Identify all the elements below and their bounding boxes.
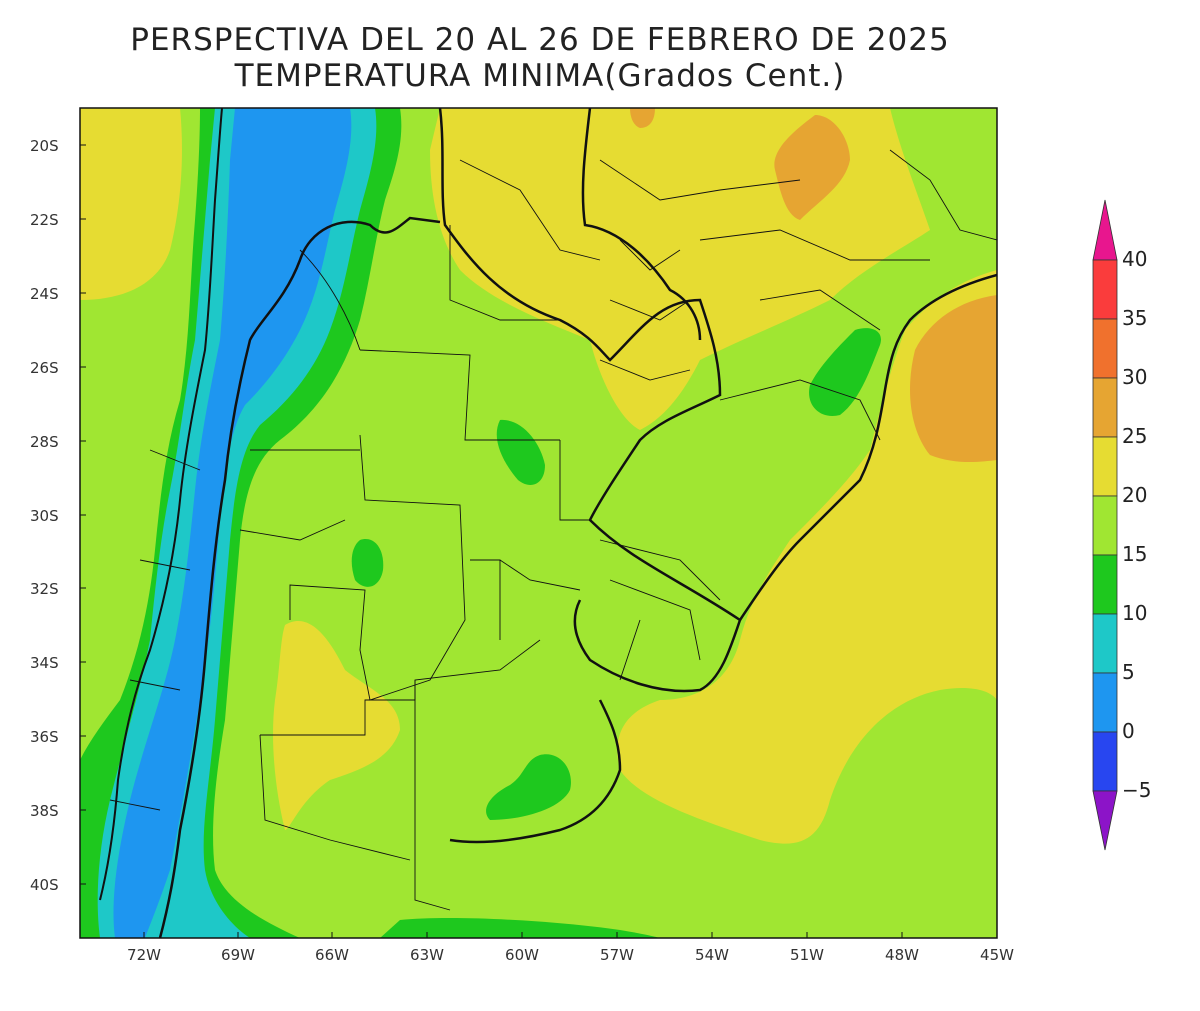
map-title: PERSPECTIVA DEL 20 AL 26 DE FEBRERO DE 2… <box>130 22 950 58</box>
colorbar-label: 10 <box>1122 601 1148 625</box>
lon-label: 57W <box>600 946 634 964</box>
colorbar-label: 5 <box>1122 660 1135 684</box>
lon-label: 51W <box>790 946 824 964</box>
field-10-15-south <box>380 918 660 938</box>
lat-label: 30S <box>30 507 59 525</box>
colorbar-label: 40 <box>1122 247 1148 271</box>
field-20-25-cuyo <box>273 621 400 830</box>
temperature-field <box>80 108 997 938</box>
colorbar-label: 0 <box>1122 719 1135 743</box>
lon-label: 45W <box>980 946 1014 964</box>
lat-label: 20S <box>30 137 59 155</box>
lon-label: 48W <box>885 946 919 964</box>
lat-label: 26S <box>30 359 59 377</box>
field-20-25-east <box>617 270 997 844</box>
lon-label: 72W <box>127 946 161 964</box>
lat-label: 22S <box>30 211 59 229</box>
colorbar-label: 15 <box>1122 542 1148 566</box>
colorbar-label: −5 <box>1122 778 1152 802</box>
axis-ticks <box>80 144 903 938</box>
map-subtitle: TEMPERATURA MINIMA(Grados Cent.) <box>234 58 846 94</box>
colorbar-label: 35 <box>1122 306 1148 330</box>
lat-label: 40S <box>30 876 59 894</box>
colorbar-label: 25 <box>1122 424 1148 448</box>
field-25-30-small <box>630 108 655 128</box>
lon-label: 63W <box>410 946 444 964</box>
colorbar-label: 30 <box>1122 365 1148 389</box>
lat-label: 24S <box>30 285 59 303</box>
field-10-15-brazil <box>809 328 881 416</box>
lat-label: 32S <box>30 580 59 598</box>
lat-label: 36S <box>30 728 59 746</box>
field-10-15-cordoba <box>351 539 384 587</box>
field-20-25-west <box>80 108 182 300</box>
lat-label: 34S <box>30 654 59 672</box>
lon-label: 69W <box>221 946 255 964</box>
field-10-15-pampa <box>486 754 571 820</box>
map-frame <box>79 107 998 939</box>
lon-label: 54W <box>695 946 729 964</box>
lat-label: 38S <box>30 802 59 820</box>
colorbar-label: 20 <box>1122 483 1148 507</box>
colorbar <box>1092 199 1118 851</box>
lon-label: 66W <box>315 946 349 964</box>
field-25-30-east <box>910 295 997 463</box>
borders <box>99 108 997 938</box>
lon-label: 60W <box>505 946 539 964</box>
field-25-30-north <box>774 115 850 220</box>
field-0-5-andes <box>113 108 352 938</box>
lat-label: 28S <box>30 433 59 451</box>
field-10-15-chaco <box>496 419 545 485</box>
